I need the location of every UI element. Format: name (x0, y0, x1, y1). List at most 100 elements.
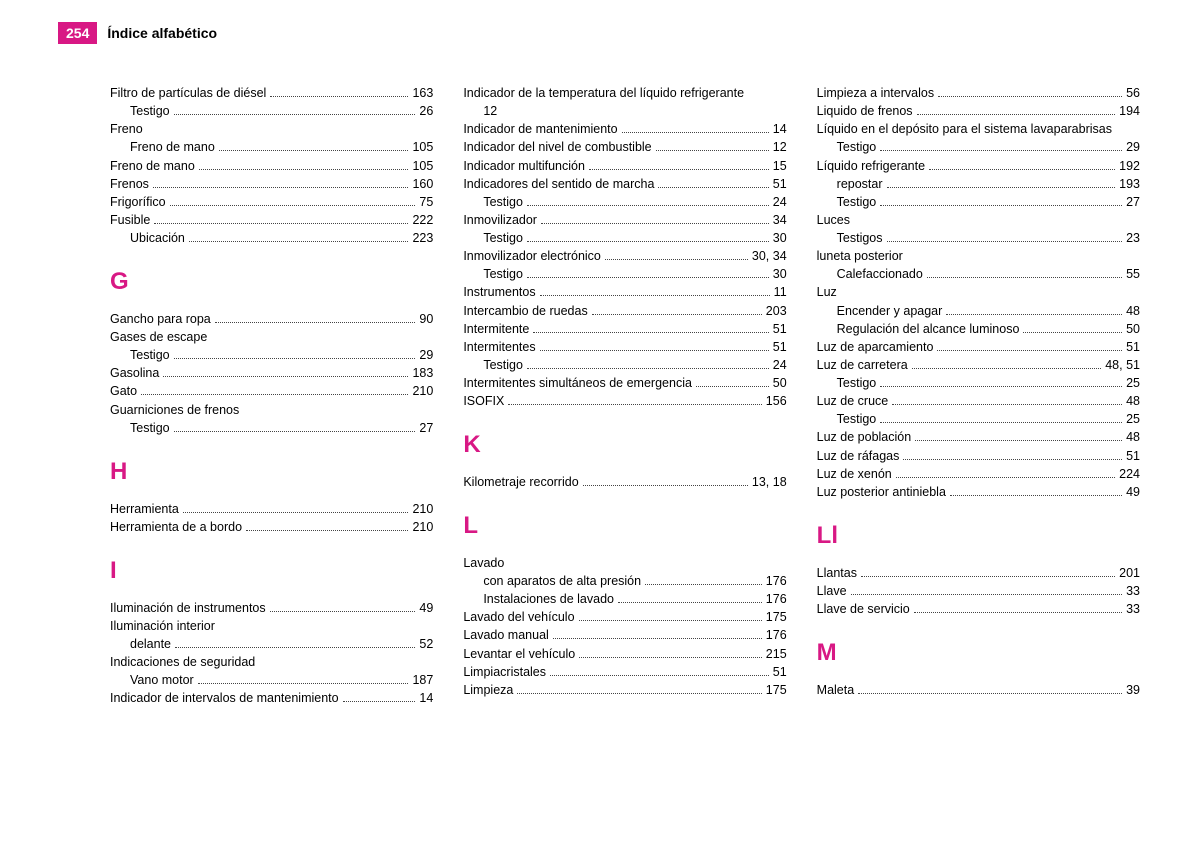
index-entry-label: Luz de xenón (817, 465, 892, 483)
index-content: Filtro de partículas de diésel163 Testigo… (110, 84, 1140, 707)
index-entry-page: 34 (773, 211, 787, 229)
index-subentry: Vano motor187 (110, 671, 433, 689)
index-entry-page: 30, 34 (752, 247, 787, 265)
leader-dots (174, 114, 416, 115)
index-subentry: Instalaciones de lavado176 (463, 590, 786, 608)
section-letter: K (463, 428, 786, 463)
index-entry-label: Guarniciones de frenos (110, 401, 239, 419)
index-entry-label: Levantar el vehículo (463, 645, 575, 663)
index-entry-page: 201 (1119, 564, 1140, 582)
index-entry-page: 176 (766, 626, 787, 644)
index-entry-label: Testigo (837, 410, 877, 428)
index-entry-label: Testigo (483, 356, 523, 374)
index-entry-page: 12 (773, 138, 787, 156)
index-entry-page: 105 (412, 157, 433, 175)
index-entry-page: 192 (1119, 157, 1140, 175)
leader-dots (270, 611, 416, 612)
index-entry-label: Indicador de la temperatura del líquido … (463, 84, 744, 102)
section-letter: H (110, 455, 433, 490)
index-entry: Freno (110, 120, 433, 138)
index-subentry: Testigo29 (110, 346, 433, 364)
leader-dots (246, 530, 408, 531)
index-entry-label: Freno de mano (130, 138, 215, 156)
leader-dots (950, 495, 1122, 496)
index-entry: Luz de ráfagas51 (817, 447, 1140, 465)
index-entry: Gato 210 (110, 382, 433, 400)
index-entry-label: Testigo (837, 193, 877, 211)
index-entry-label: Llantas (817, 564, 857, 582)
index-entry-page: 26 (419, 102, 433, 120)
index-entry-label: Herramienta (110, 500, 179, 518)
index-entry-label: Lavado del vehículo (463, 608, 574, 626)
index-entry-label: Indicador de intervalos de mantenimiento (110, 689, 339, 707)
index-entry: Filtro de partículas de diésel163 (110, 84, 433, 102)
leader-dots (622, 132, 769, 133)
leader-dots (541, 223, 769, 224)
index-entry-page: 33 (1126, 582, 1140, 600)
index-subentry: Testigos23 (817, 229, 1140, 247)
leader-dots (174, 358, 416, 359)
index-entry-label: Llave (817, 582, 847, 600)
leader-dots (658, 187, 768, 188)
index-entry-page: 51 (1126, 338, 1140, 356)
leader-dots (938, 96, 1122, 97)
leader-dots (880, 205, 1122, 206)
index-entry: Indicador de mantenimiento14 (463, 120, 786, 138)
leader-dots (533, 332, 768, 333)
index-entry-page: 11 (774, 283, 787, 301)
leader-dots (887, 187, 1116, 188)
index-entry-label: Vano motor (130, 671, 194, 689)
index-entry-label: Luz de cruce (817, 392, 889, 410)
index-entry: Fusible222 (110, 211, 433, 229)
index-entry: Indicador multifunción15 (463, 157, 786, 175)
leader-dots (198, 683, 409, 684)
index-entry-page: 30 (773, 229, 787, 247)
index-entry-page: 39 (1126, 681, 1140, 699)
leader-dots (527, 368, 769, 369)
index-subentry: Testigo30 (463, 265, 786, 283)
index-entry-page: 27 (1126, 193, 1140, 211)
index-entry-label: Filtro de partículas de diésel (110, 84, 266, 102)
index-entry-label: Luz de aparcamiento (817, 338, 934, 356)
index-entry-page: 210 (412, 500, 433, 518)
leader-dots (553, 638, 762, 639)
index-entry-page: 50 (773, 374, 787, 392)
index-entry-page: 14 (773, 120, 787, 138)
index-entry-label: Líquido refrigerante (817, 157, 925, 175)
index-subentry: Testigo25 (817, 410, 1140, 428)
index-entry: Intercambio de ruedas203 (463, 302, 786, 320)
index-entry: Llantas 201 (817, 564, 1140, 582)
index-entry: Lavado del vehículo175 (463, 608, 786, 626)
index-entry-label: Indicadores del sentido de marcha (463, 175, 654, 193)
index-entry-label: Lavado manual (463, 626, 548, 644)
index-entry-label: Lavado (463, 554, 504, 572)
leader-dots (880, 150, 1122, 151)
leader-dots (946, 314, 1122, 315)
index-entry-label: Gato (110, 382, 137, 400)
index-entry: Frenos160 (110, 175, 433, 193)
index-entry: Indicador de intervalos de mantenimiento… (110, 689, 433, 707)
page-title: Índice alfabético (107, 25, 217, 41)
index-entry-page: 29 (419, 346, 433, 364)
index-subentry: Calefaccionado55 (817, 265, 1140, 283)
index-entry-page: 210 (412, 382, 433, 400)
index-entry: Limpieza175 (463, 681, 786, 699)
index-entry-page: 13, 18 (752, 473, 787, 491)
index-entry-page: 49 (419, 599, 433, 617)
index-subentry: Ubicación223 (110, 229, 433, 247)
index-entry: Líquido refrigerante 192 (817, 157, 1140, 175)
index-entry-label: Intercambio de ruedas (463, 302, 587, 320)
index-entry-page: 29 (1126, 138, 1140, 156)
index-entry: Luz de aparcamiento 51 (817, 338, 1140, 356)
index-entry-label: ISOFIX (463, 392, 504, 410)
leader-dots (656, 150, 769, 151)
index-entry-label: Intermitente (463, 320, 529, 338)
index-entry-label: Intermitentes (463, 338, 535, 356)
index-entry-page: 48 (1126, 302, 1140, 320)
index-subentry: 12 (463, 102, 786, 120)
leader-dots (887, 241, 1123, 242)
leader-dots (154, 223, 408, 224)
index-entry-label: Testigo (130, 419, 170, 437)
index-entry: Indicaciones de seguridad (110, 653, 433, 671)
index-entry-page: 52 (419, 635, 433, 653)
